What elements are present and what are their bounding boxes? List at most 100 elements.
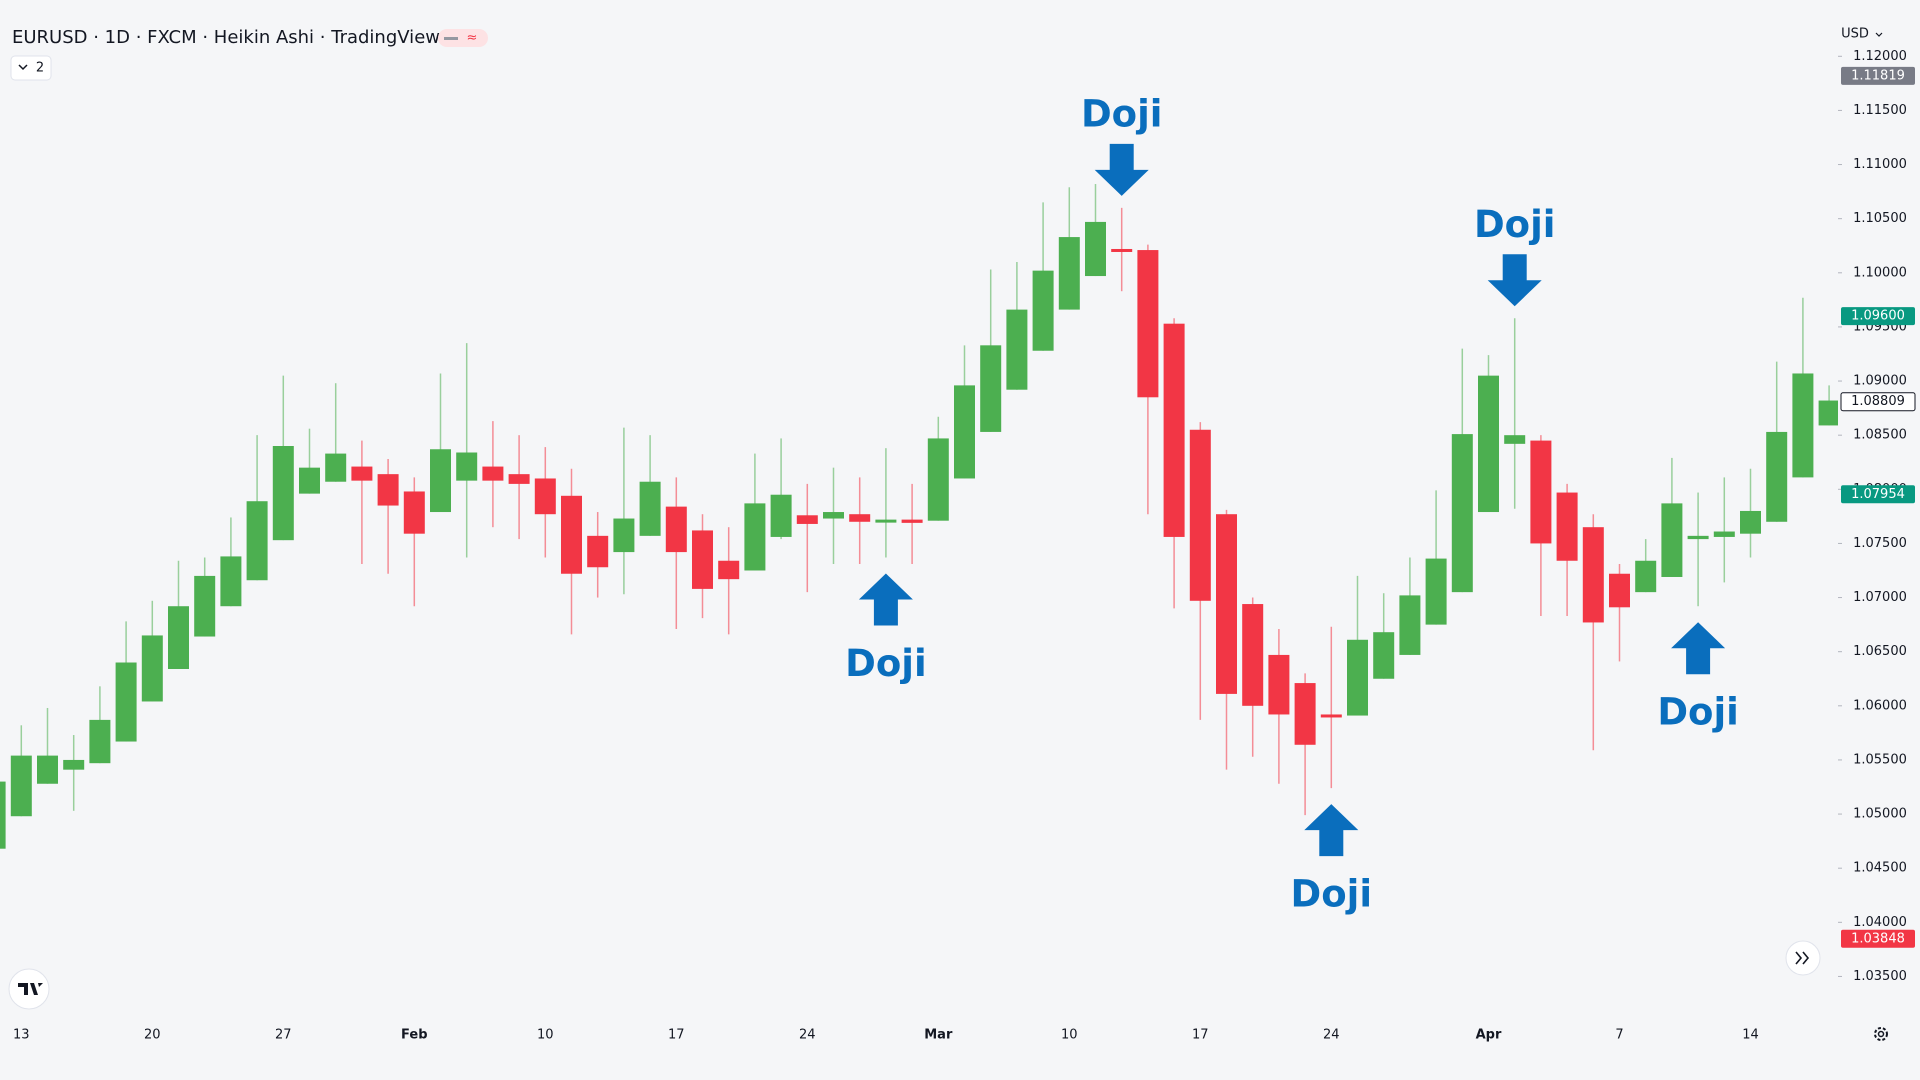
- y-tick-label: 1.06500: [1853, 644, 1907, 659]
- candle-body: [665, 506, 687, 553]
- candle-body: [1216, 514, 1237, 694]
- candle-body: [770, 494, 792, 537]
- y-tick-label: 1.12000: [1853, 49, 1907, 64]
- candle-body: [901, 519, 923, 523]
- y-tick-label: 1.09000: [1853, 374, 1907, 389]
- y-tick-label: 1.10000: [1853, 265, 1907, 280]
- x-tick-label: Feb: [401, 1028, 427, 1043]
- x-tick-label: 13: [13, 1028, 30, 1043]
- candle-body: [0, 781, 6, 849]
- candle-body: [141, 635, 163, 702]
- indicator-toggle[interactable]: [10, 55, 52, 81]
- candle-body: [89, 719, 111, 764]
- candle-body: [796, 515, 818, 524]
- candle-body: [980, 345, 1002, 432]
- y-tick-label: 1.06000: [1853, 698, 1907, 713]
- price-label: 1.03848: [1851, 931, 1905, 946]
- x-tick-label: Mar: [924, 1028, 953, 1043]
- candle-body: [272, 446, 294, 541]
- candle-body: [63, 759, 85, 770]
- candle-body: [220, 556, 242, 607]
- annotation-arrow: [1094, 143, 1149, 196]
- x-tick-label: Apr: [1476, 1028, 1502, 1043]
- candle-body: [1530, 440, 1552, 544]
- price-label-box: [1841, 929, 1915, 948]
- candle-body: [1320, 714, 1342, 718]
- candle-body: [561, 495, 582, 574]
- candle-body: [403, 491, 425, 534]
- candles: [0, 184, 1838, 849]
- candle-body: [1163, 323, 1185, 537]
- candle-body: [1609, 573, 1630, 608]
- candle-body: [1189, 429, 1211, 601]
- tv-logo[interactable]: [8, 968, 50, 1010]
- x-tick-label: 17: [668, 1028, 685, 1043]
- candle-body: [1085, 221, 1106, 277]
- scroll-button[interactable]: [1785, 940, 1821, 976]
- price-label: 1.11819: [1851, 68, 1905, 83]
- indicator-count: 2: [36, 61, 44, 76]
- x-tick-label: 10: [537, 1028, 554, 1043]
- candle-body: [1032, 270, 1054, 351]
- candle-body: [1635, 560, 1657, 593]
- price-label-box: [1840, 392, 1916, 412]
- candle-body: [927, 438, 949, 521]
- candle-body: [1504, 435, 1526, 444]
- y-tick-label: 1.07000: [1853, 590, 1907, 605]
- candle-body: [299, 467, 320, 494]
- candle-body: [1740, 510, 1761, 534]
- y-tick-label: 1.07500: [1853, 536, 1907, 551]
- annotation-label: Doji: [845, 642, 927, 685]
- y-tick-label: 1.11000: [1853, 157, 1907, 172]
- settings-button[interactable]: [1874, 1027, 1888, 1041]
- candle-body: [692, 530, 713, 589]
- candle-body: [1582, 527, 1604, 623]
- candle-body: [194, 575, 216, 637]
- candle-body: [1373, 632, 1395, 679]
- status-icon: [444, 37, 458, 40]
- candle-body: [1347, 639, 1368, 716]
- tv-logo-mark: [18, 983, 43, 995]
- x-tick-label: 7: [1615, 1028, 1623, 1043]
- candle-body: [1818, 400, 1838, 426]
- candle-body: [1687, 535, 1709, 540]
- candle-body: [325, 453, 347, 482]
- price-label: 1.08809: [1851, 394, 1905, 409]
- price-label: 1.09600: [1851, 309, 1905, 324]
- candle-body: [508, 474, 530, 484]
- annotation-label: Doji: [1291, 873, 1373, 916]
- candle-body: [587, 535, 609, 568]
- price-label-box: [1841, 66, 1915, 85]
- x-tick-label: 14: [1742, 1028, 1759, 1043]
- currency-label[interactable]: USD: [1841, 27, 1869, 42]
- candle-body: [639, 481, 661, 536]
- candle-body: [430, 449, 451, 513]
- candle-body: [1058, 237, 1080, 310]
- annotation-label: Doji: [1657, 691, 1739, 734]
- candle-body: [613, 518, 635, 553]
- y-tick-label: 1.11500: [1853, 103, 1907, 118]
- candle-body: [1425, 558, 1447, 625]
- annotation-arrow: [858, 573, 913, 626]
- candle-body: [1111, 248, 1133, 252]
- scroll-icon: [1795, 951, 1810, 965]
- candle-body: [351, 466, 373, 481]
- candle-body: [534, 478, 556, 515]
- y-tick-label: 1.05000: [1853, 807, 1907, 822]
- annotation-arrow: [1487, 254, 1542, 307]
- x-tick-label: 24: [799, 1028, 816, 1043]
- x-tick-label: 24: [1323, 1028, 1340, 1043]
- chevron: [1875, 32, 1883, 37]
- candle-body: [115, 662, 137, 742]
- y-tick-label: 1.04000: [1853, 915, 1907, 930]
- y-tick-label: 1.08500: [1853, 428, 1907, 443]
- candle-body: [482, 466, 504, 481]
- candle-body: [744, 503, 766, 571]
- annotation-label: Doji: [1474, 203, 1556, 246]
- x-tick-label: 17: [1192, 1028, 1209, 1043]
- candle-body: [246, 501, 268, 581]
- price-label: 1.07954: [1851, 487, 1905, 502]
- y-tick-label: 1.10500: [1853, 211, 1907, 226]
